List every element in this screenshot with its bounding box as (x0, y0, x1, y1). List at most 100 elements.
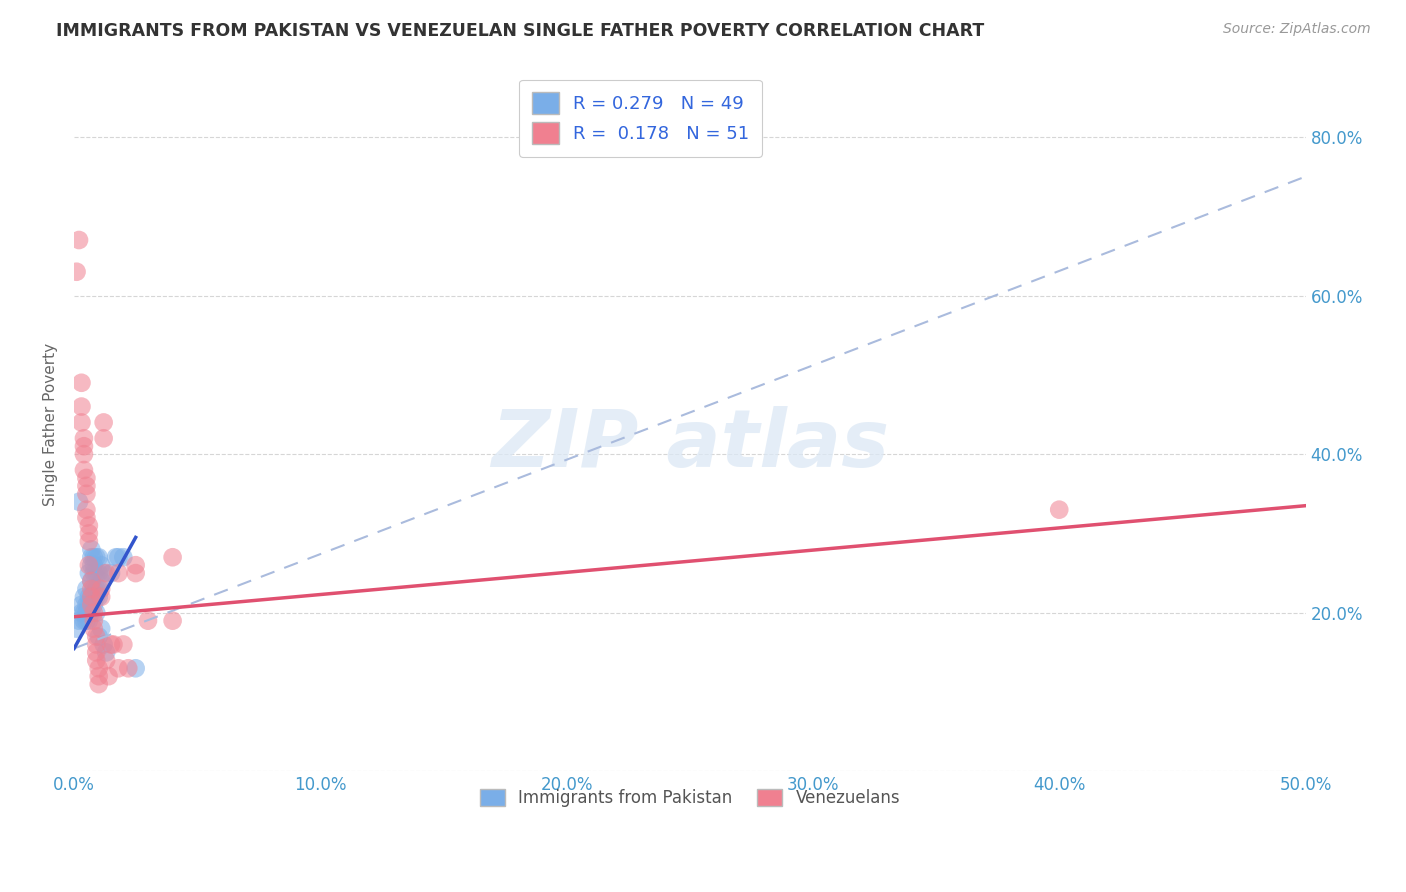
Point (73, 463, 96, 477)
Point (80, 582, 103, 596)
Point (112, 638, 135, 652)
Point (83, 606, 105, 620)
Point (84, 550, 107, 565)
Point (84, 653, 107, 667)
Text: IMMIGRANTS FROM PAKISTAN VS VENEZUELAN SINGLE FATHER POVERTY CORRELATION CHART: IMMIGRANTS FROM PAKISTAN VS VENEZUELAN S… (56, 22, 984, 40)
Point (84, 590, 107, 604)
Point (75, 510, 97, 524)
Point (94, 566, 117, 581)
Point (77, 534, 100, 549)
Point (83, 622, 105, 636)
Point (93, 638, 115, 652)
Point (93, 431, 115, 445)
Point (80, 574, 103, 588)
Point (80, 542, 103, 557)
Legend: Immigrants from Pakistan, Venezuelans: Immigrants from Pakistan, Venezuelans (471, 780, 908, 815)
Point (75, 606, 97, 620)
Point (65, 265, 87, 279)
Point (100, 566, 122, 581)
Point (70, 416, 93, 430)
Point (73, 590, 96, 604)
Point (90, 582, 112, 596)
Point (117, 661, 139, 675)
Point (80, 598, 103, 612)
Point (75, 471, 97, 485)
Point (80, 598, 103, 612)
Point (75, 582, 97, 596)
Point (73, 431, 96, 445)
Point (83, 566, 105, 581)
Point (84, 566, 107, 581)
Point (70, 606, 93, 620)
Point (124, 661, 146, 675)
Point (136, 614, 159, 628)
Point (107, 566, 129, 581)
Point (90, 574, 112, 588)
Text: Source: ZipAtlas.com: Source: ZipAtlas.com (1223, 22, 1371, 37)
Point (83, 614, 105, 628)
Point (124, 566, 146, 581)
Point (77, 614, 100, 628)
Point (67, 494, 90, 508)
Point (77, 518, 100, 533)
Point (75, 614, 97, 628)
Point (104, 550, 127, 565)
Point (83, 550, 105, 565)
Point (80, 550, 103, 565)
Point (80, 606, 103, 620)
Point (67, 233, 90, 247)
Point (73, 614, 96, 628)
Point (67, 614, 90, 628)
Point (87, 550, 110, 565)
Point (83, 598, 105, 612)
Point (87, 566, 110, 581)
Point (84, 638, 107, 652)
Point (75, 598, 97, 612)
Point (77, 598, 100, 612)
Point (70, 400, 93, 414)
Point (80, 590, 103, 604)
Point (93, 566, 115, 581)
Point (75, 502, 97, 516)
Y-axis label: Single Father Poverty: Single Father Poverty (44, 343, 58, 506)
Point (84, 582, 107, 596)
Point (107, 550, 129, 565)
Point (83, 558, 105, 573)
Point (107, 661, 129, 675)
Point (112, 550, 135, 565)
Point (94, 645, 117, 659)
Point (162, 550, 184, 565)
Point (75, 479, 97, 493)
Text: ZIP atlas: ZIP atlas (491, 406, 889, 484)
Point (124, 558, 146, 573)
Point (75, 487, 97, 501)
Point (83, 582, 105, 596)
Point (84, 630, 107, 644)
Point (90, 622, 112, 636)
Point (93, 416, 115, 430)
Point (87, 582, 110, 596)
Point (87, 661, 110, 675)
Point (70, 376, 93, 390)
Point (84, 606, 107, 620)
Point (162, 614, 184, 628)
Point (97, 669, 120, 683)
Point (77, 590, 100, 604)
Point (87, 630, 110, 644)
Point (77, 566, 100, 581)
Point (84, 645, 107, 659)
Point (1047, 502, 1070, 516)
Point (73, 606, 96, 620)
Point (80, 590, 103, 604)
Point (77, 526, 100, 541)
Point (73, 447, 96, 461)
Point (70, 598, 93, 612)
Point (103, 638, 125, 652)
Point (77, 558, 100, 573)
Point (80, 574, 103, 588)
Point (87, 677, 110, 691)
Point (94, 653, 117, 667)
Point (100, 638, 122, 652)
Point (87, 669, 110, 683)
Point (65, 622, 87, 636)
